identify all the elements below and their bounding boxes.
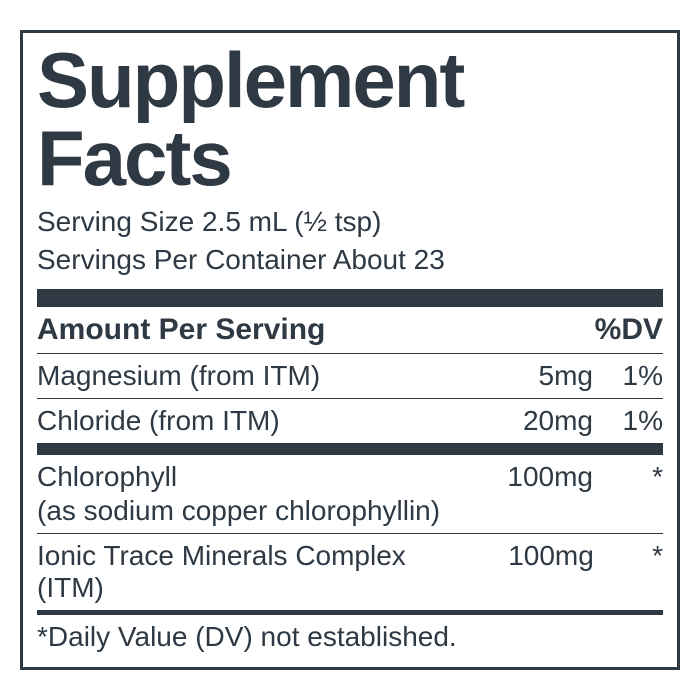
hairline xyxy=(37,353,663,354)
divider-medium xyxy=(37,443,663,455)
hairline xyxy=(37,398,663,399)
nutrient-dv: 1% xyxy=(593,360,663,392)
nutrient-amount: 20mg xyxy=(473,405,593,437)
serving-size: Serving Size 2.5 mL (½ tsp) xyxy=(37,203,663,241)
nutrient-amount: 100mg xyxy=(475,540,594,572)
nutrient-name: Chloride (from ITM) xyxy=(37,405,473,437)
divider-thin xyxy=(37,610,663,615)
servings-per-container: Servings Per Container About 23 xyxy=(37,241,663,279)
divider-thick xyxy=(37,289,663,307)
nutrient-amount: 100mg xyxy=(473,461,593,493)
nutrient-dv: * xyxy=(594,540,663,572)
dv-footnote: *Daily Value (DV) not established. xyxy=(37,621,663,653)
table-row: Chlorophyll 100mg * xyxy=(37,461,663,493)
nutrient-amount: 5mg xyxy=(473,360,593,392)
supplement-facts-panel: Supplement Facts Serving Size 2.5 mL (½ … xyxy=(20,30,680,670)
column-header-row: Amount Per Serving %DV xyxy=(37,313,663,347)
nutrient-name: Ionic Trace Minerals Complex (ITM) xyxy=(37,540,475,604)
nutrient-subnote: (as sodium copper chlorophyllin) xyxy=(37,495,663,527)
dv-header: %DV xyxy=(595,313,663,347)
nutrient-name: Chlorophyll xyxy=(37,461,473,493)
table-row: Chloride (from ITM) 20mg 1% xyxy=(37,405,663,437)
nutrient-name: Magnesium (from ITM) xyxy=(37,360,473,392)
table-row: Magnesium (from ITM) 5mg 1% xyxy=(37,360,663,392)
title: Supplement Facts xyxy=(37,41,663,197)
hairline xyxy=(37,533,663,534)
nutrient-dv: 1% xyxy=(593,405,663,437)
nutrient-dv: * xyxy=(593,461,663,493)
table-row: Ionic Trace Minerals Complex (ITM) 100mg… xyxy=(37,540,663,604)
amount-per-serving-header: Amount Per Serving xyxy=(37,313,325,347)
